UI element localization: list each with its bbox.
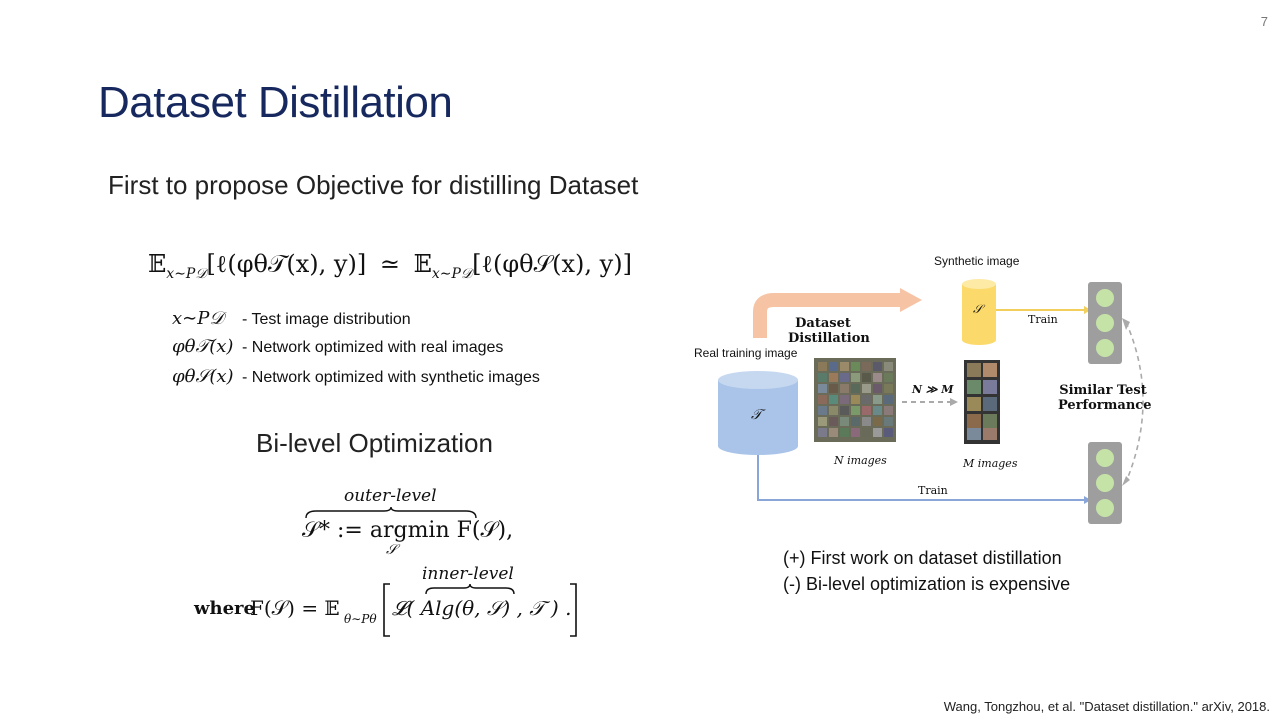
inner-lhs: F(𝒮) = 𝔼 — [250, 596, 340, 620]
approx-symbol: ≃ — [379, 250, 400, 278]
n-gg-m-label: N ≫ M — [912, 383, 954, 396]
outer-level-label: outer-level — [344, 486, 437, 506]
page-number: 7 — [1260, 14, 1268, 29]
legend-text: - Network optimized with real images — [242, 339, 504, 356]
similar-arrowhead-bottom — [1122, 476, 1130, 486]
lhs-body: [ℓ(φθ𝒯(x), y)] — [206, 250, 367, 278]
real-symbol: 𝒯 — [751, 407, 762, 423]
train-arrowhead-top — [1084, 306, 1091, 314]
legend-symbol: φθ𝒮(x) — [172, 366, 234, 387]
legend-text: - Network optimized with synthetic image… — [242, 369, 540, 386]
similar-performance-label: Similar Test Performance — [1058, 383, 1152, 413]
expectation-rhs-sub: x∼P𝒟 — [431, 265, 473, 282]
expectation-lhs: 𝔼 — [148, 250, 167, 278]
slide-subtitle: First to propose Objective for distillin… — [108, 170, 639, 200]
dd-label-line-2: Distillation — [788, 331, 870, 346]
distillation-arrow — [753, 293, 902, 338]
con-note: (-) Bi-level optimization is expensive — [783, 574, 1071, 594]
traffic-light-bottom — [1088, 442, 1122, 524]
train-label-top: Train — [1028, 313, 1058, 326]
train-arrowhead-bottom — [1084, 496, 1091, 504]
n-images-grid — [814, 358, 896, 442]
distillation-diagram — [718, 279, 1144, 524]
outer-expression: 𝒮* := argmin F(𝒮), — [302, 518, 514, 543]
distillation-arrowhead — [900, 288, 922, 312]
m-images-column — [964, 360, 1000, 444]
synthetic-symbol: 𝒮 — [973, 302, 983, 316]
n-to-m-arrowhead — [950, 398, 958, 406]
similar-performance-link — [1125, 321, 1144, 483]
n-images-label: N images — [834, 454, 887, 467]
expectation-lhs-sub: x∼P𝒟 — [166, 265, 207, 282]
slide-title: Dataset Distillation — [98, 78, 453, 127]
citation: Wang, Tongzhou, et al. "Dataset distilla… — [943, 699, 1270, 714]
synthetic-image-label: Synthetic image — [934, 254, 1020, 268]
expectation-rhs: 𝔼 — [413, 250, 432, 278]
inner-expression: 𝓛( Alg(θ, 𝒮) , 𝒯 ) . — [392, 596, 572, 620]
synthetic-cylinder — [962, 279, 996, 345]
real-training-image-label: Real training image — [694, 346, 798, 360]
legend-text: - Test image distribution — [242, 311, 411, 328]
traffic-light-top — [1088, 282, 1122, 364]
outer-brace — [305, 506, 477, 519]
dd-label-line-1: Dataset — [795, 316, 851, 331]
similar-arrowhead-top — [1122, 318, 1130, 330]
legend-symbol: φθ𝒯(x) — [172, 336, 234, 357]
where-keyword: where — [194, 598, 255, 619]
train-line-bottom — [757, 455, 1086, 501]
inner-brace — [425, 583, 515, 595]
m-images-label: M images — [963, 457, 1018, 470]
real-cylinder — [718, 371, 798, 455]
legend-symbol: x∼P𝒟 — [172, 308, 224, 329]
similar-line-1: Similar Test — [1059, 383, 1147, 398]
argmin-subscript: 𝒮 — [386, 542, 397, 558]
dataset-distillation-label: Dataset Distillation — [788, 316, 870, 346]
inner-subscript: θ∼Pθ — [344, 612, 377, 626]
similar-line-2: Performance — [1058, 398, 1152, 413]
train-label-bottom: Train — [918, 484, 948, 497]
objective-equation: 𝔼x∼P𝒟[ℓ(φθ𝒯(x), y)] ≃ 𝔼x∼P𝒟[ℓ(φθ𝒮(x), y)… — [148, 250, 632, 282]
legend-row: x∼P𝒟 - Test image distribution — [172, 308, 411, 329]
legend-row: φθ𝒮(x) - Network optimized with synthetic… — [172, 366, 540, 387]
inner-brackets — [383, 583, 577, 637]
inner-level-label: inner-level — [422, 564, 514, 584]
pro-note: (+) First work on dataset distillation — [783, 548, 1062, 568]
rhs-body: [ℓ(φθ𝒮(x), y)] — [472, 250, 632, 278]
legend-row: φθ𝒯(x) - Network optimized with real imag… — [172, 336, 503, 357]
bilevel-heading: Bi-level Optimization — [256, 428, 493, 458]
